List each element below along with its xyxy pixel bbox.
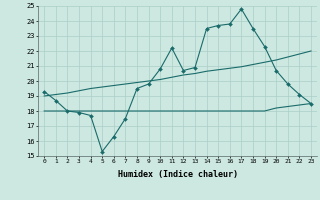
X-axis label: Humidex (Indice chaleur): Humidex (Indice chaleur) <box>118 170 238 179</box>
